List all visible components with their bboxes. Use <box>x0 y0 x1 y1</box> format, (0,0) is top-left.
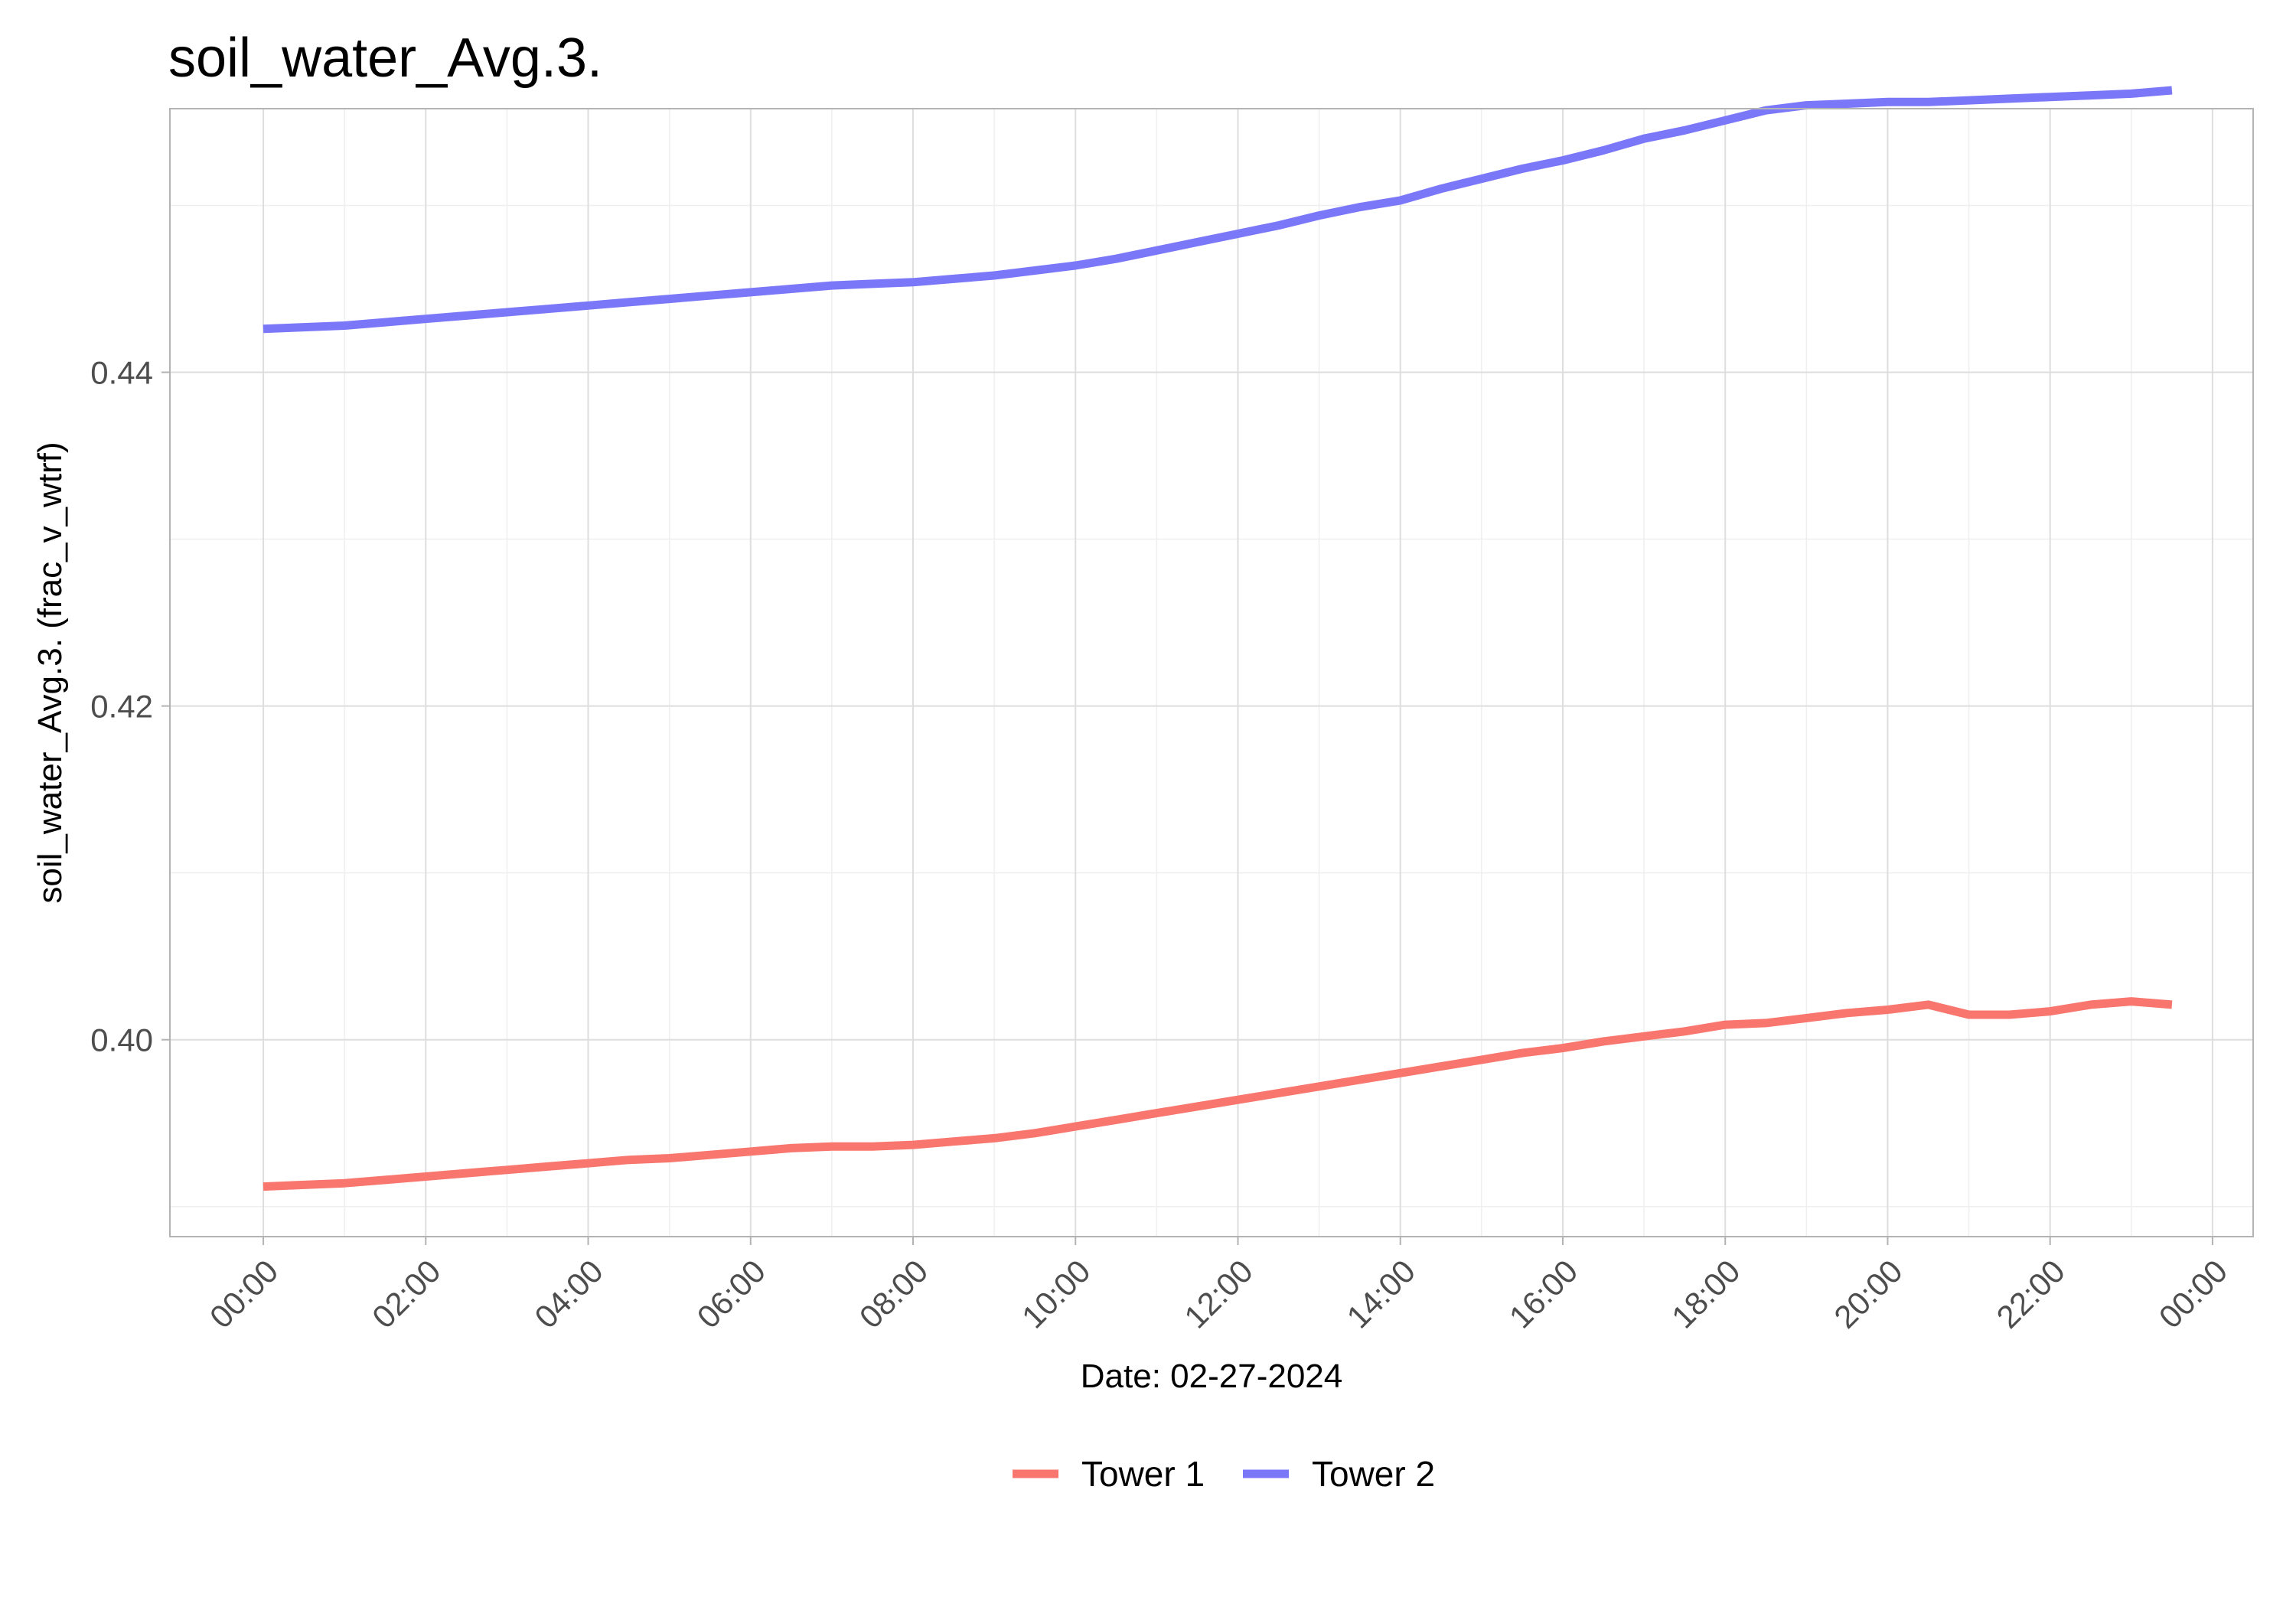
legend: Tower 1 Tower 2 <box>1013 1454 1435 1494</box>
legend-label: Tower 2 <box>1312 1454 1435 1494</box>
legend-label: Tower 1 <box>1081 1454 1205 1494</box>
x-tick-label: 12:00 <box>1177 1253 1260 1335</box>
x-axis-ticks: 00:00 02:00 04:00 06:00 08:00 10:00 12:00 14:00… <box>203 1237 2234 1335</box>
x-tick-label: 08:00 <box>853 1253 935 1335</box>
y-tick-label: 0.44 <box>90 355 153 391</box>
x-tick-label: 04:00 <box>527 1253 610 1335</box>
x-tick-label: 14:00 <box>1340 1253 1423 1335</box>
major-gridlines <box>170 109 2253 1237</box>
x-tick-label: 06:00 <box>690 1253 773 1335</box>
series-lines <box>263 86 2173 1191</box>
y-tick-label: 0.40 <box>90 1022 153 1058</box>
x-axis-title: Date: 02-27-2024 <box>1081 1358 1342 1395</box>
y-axis-title: soil_water_Avg.3. (frac_v_wtrf) <box>31 442 69 903</box>
x-tick-label: 00:00 <box>203 1253 285 1335</box>
x-tick-label: 22:00 <box>1990 1253 2073 1335</box>
y-tick-label: 0.42 <box>90 689 153 725</box>
minor-gridlines <box>170 109 2253 1237</box>
chart-title: soil_water_Avg.3. <box>168 28 602 89</box>
y-axis-ticks: 0.40 0.42 0.44 <box>90 355 170 1058</box>
x-tick-label: 18:00 <box>1665 1253 1747 1335</box>
series-line-tower-2 <box>263 86 2173 334</box>
series-line-tower-1 <box>263 997 2173 1191</box>
x-tick-label: 16:00 <box>1502 1253 1585 1335</box>
plot-panel-border <box>169 108 2254 1237</box>
x-tick-label: 20:00 <box>1827 1253 1910 1335</box>
x-tick-label: 10:00 <box>1015 1253 1097 1335</box>
x-tick-label: 02:00 <box>365 1253 448 1335</box>
x-tick-label: 00:00 <box>2152 1253 2235 1335</box>
